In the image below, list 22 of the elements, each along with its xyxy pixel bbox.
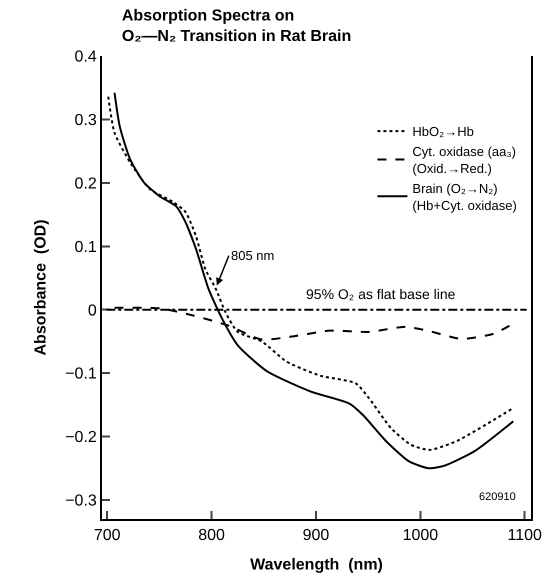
annotation: 805 nm — [231, 248, 274, 263]
x-tick-label: 700 — [94, 527, 121, 544]
y-tick-label: 0.4 — [74, 48, 97, 66]
x-tick-label: 900 — [302, 527, 330, 544]
chart-title: Absorption Spectra on O₂—N₂ Transition in Rat Brain — [122, 7, 352, 46]
x-tick-label: 800 — [198, 527, 226, 544]
y-tick-label: −0.2 — [65, 429, 97, 446]
x-tick-label: 1000 — [402, 527, 438, 544]
y-axis-title: Absorbance (OD) — [32, 219, 50, 356]
y-tick-label: −0.3 — [65, 492, 97, 510]
annotation: 620910 — [479, 491, 516, 503]
ref-line-label: 95% O₂ as flat base line — [306, 286, 456, 302]
legend-label: Brain (O₂→N₂) (Hb+Cyt. oxidase) — [412, 180, 517, 213]
x-axis-title: Wavelength (nm) — [250, 556, 383, 574]
x-tick-label: 1100 — [508, 527, 542, 544]
legend-label: HbO₂→Hb — [412, 124, 474, 140]
y-tick-label: 0.3 — [74, 112, 97, 130]
y-tick-label: 0.2 — [74, 175, 97, 192]
y-tick-label: 0 — [88, 302, 97, 320]
legend-label: Cyt. oxidase (aa₃) (Oxid.→Red.) — [412, 144, 516, 176]
y-tick-label: −0.1 — [65, 366, 97, 383]
y-tick-label: 0.1 — [74, 238, 97, 256]
